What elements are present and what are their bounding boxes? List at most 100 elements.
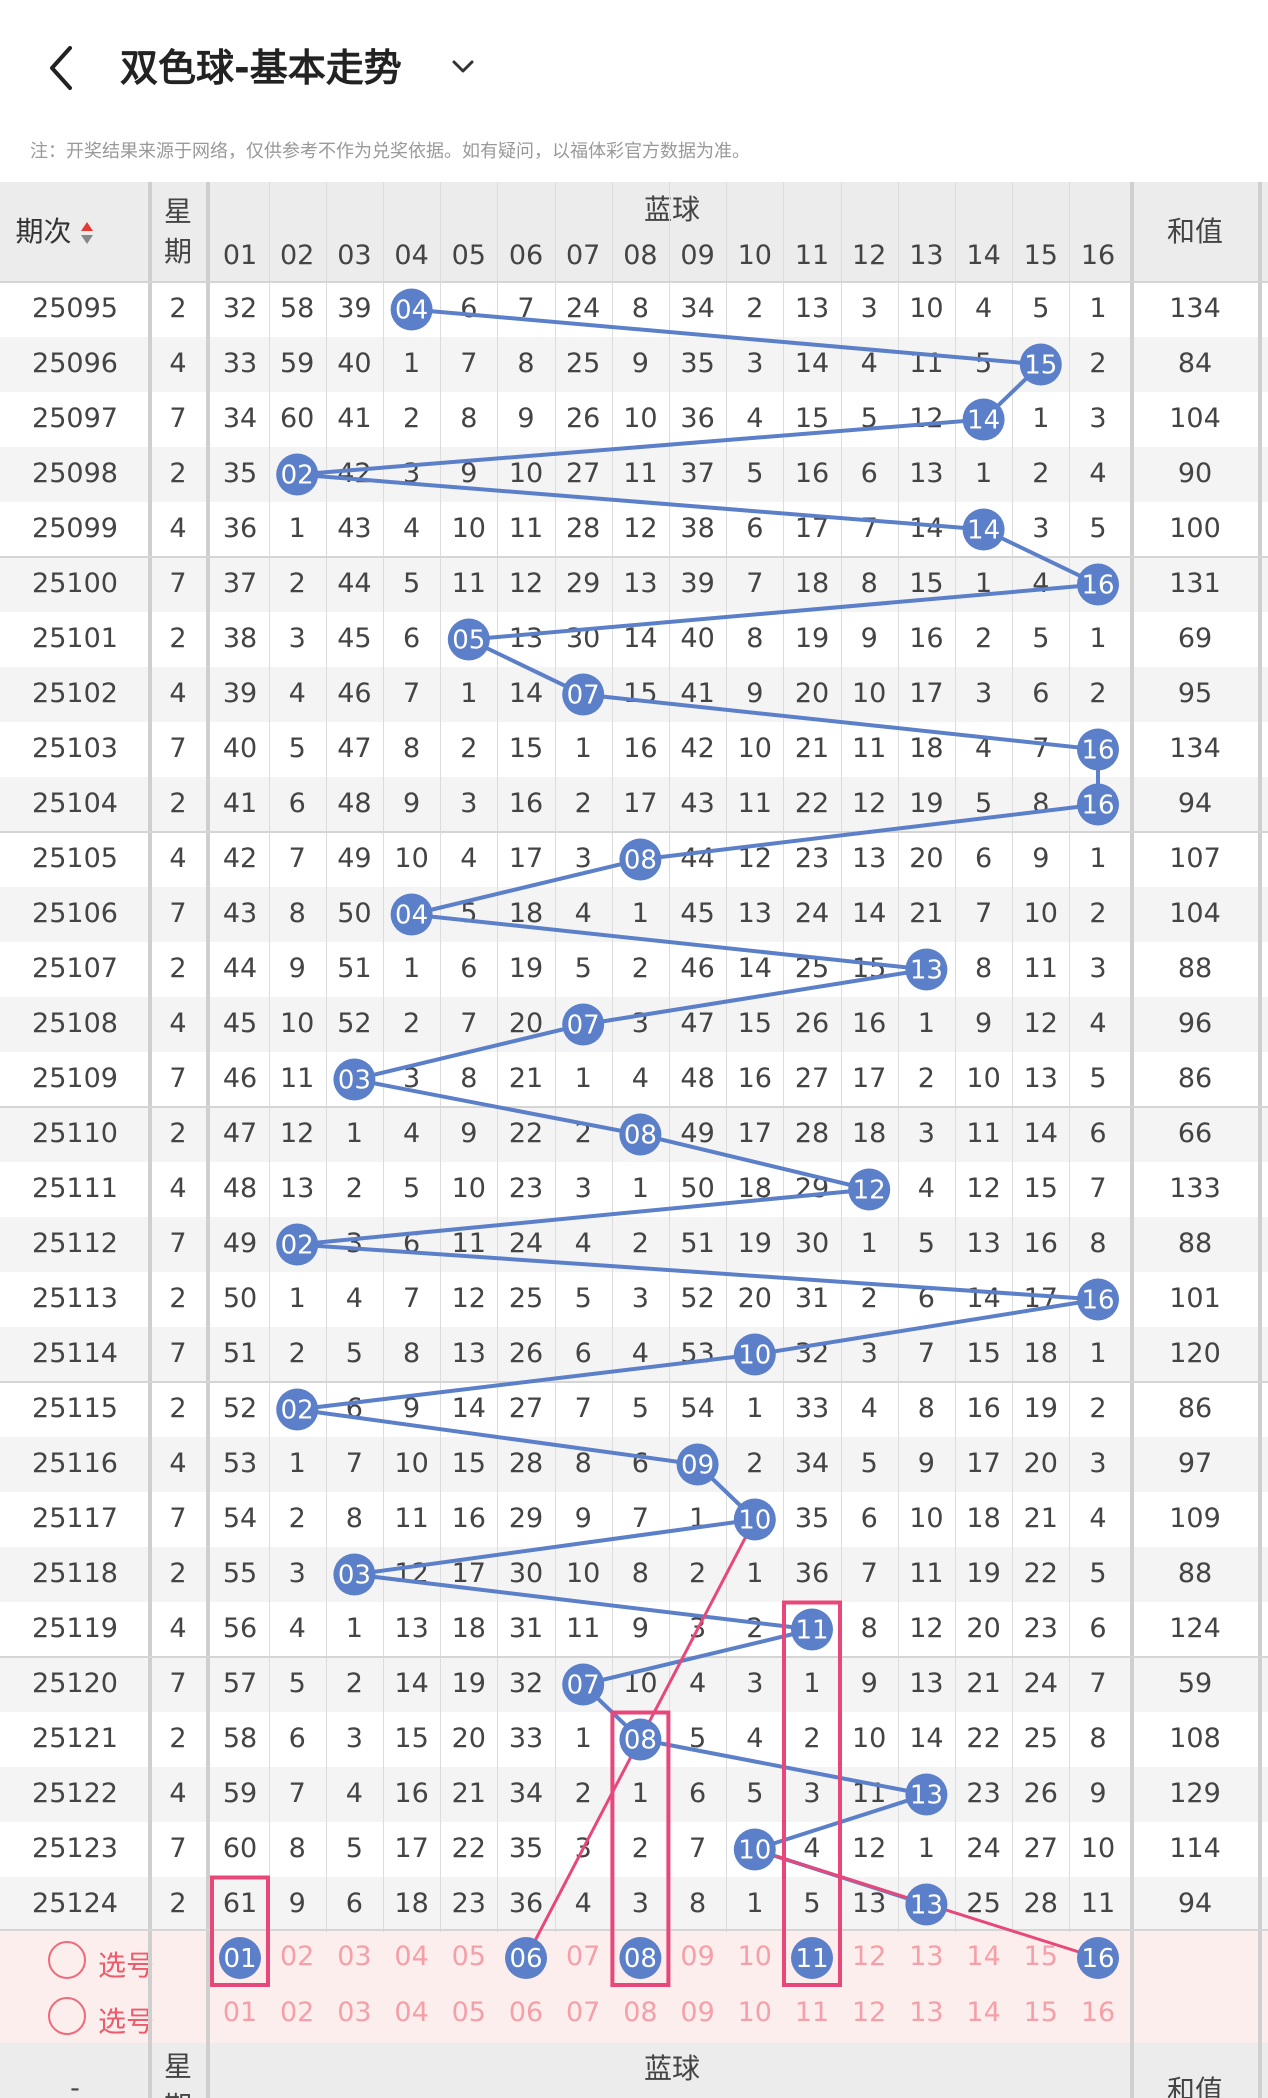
picker-number-15[interactable]: 15 <box>1023 1941 1058 1972</box>
table-row: 25102 4 39 4 46 7 1 14 15 41 9 20 10 17 3 6 2 95 <box>0 667 1268 722</box>
back-arrow-icon[interactable] <box>42 40 82 96</box>
miss-count-cell: 4 <box>345 1283 363 1314</box>
miss-count-cell: 17 <box>508 843 544 874</box>
picker-number-07[interactable]: 07 <box>566 1997 601 2028</box>
miss-count-cell: 8 <box>288 1833 306 1864</box>
miss-count-cell: 10 <box>451 513 486 544</box>
picker-number-05[interactable]: 05 <box>451 1997 486 2028</box>
miss-count-cell: 38 <box>222 623 258 654</box>
picker-number-13[interactable]: 13 <box>909 1997 944 2028</box>
blue-ball-number: 08 <box>624 846 657 876</box>
picker-number-13[interactable]: 13 <box>909 1941 944 1972</box>
miss-count-cell: 9 <box>517 403 535 434</box>
miss-count-cell: 2 <box>1032 458 1050 489</box>
miss-count-cell: 4 <box>975 293 993 324</box>
miss-count-cell: 15 <box>508 733 544 764</box>
picker-number-06[interactable]: 06 <box>508 1997 544 2028</box>
miss-count-cell: 11 <box>566 1613 601 1644</box>
blue-ball <box>1019 343 1062 386</box>
miss-count-cell: 20 <box>794 678 830 709</box>
picker-number-12[interactable]: 12 <box>852 1997 887 2028</box>
chevron-down-icon[interactable] <box>448 52 478 82</box>
miss-count-cell: 15 <box>909 568 944 599</box>
miss-count-cell: 2 <box>746 1448 764 1479</box>
miss-count-cell: 56 <box>222 1613 258 1644</box>
miss-count-cell: 5 <box>1089 1063 1107 1094</box>
miss-count-cell: 9 <box>460 1118 478 1149</box>
blue-ball-number: 03 <box>338 1066 371 1096</box>
column-divider <box>326 182 327 1932</box>
miss-count-cell: 5 <box>345 1338 363 1369</box>
miss-count-cell: 20 <box>966 1613 1001 1644</box>
miss-count-cell: 6 <box>1032 678 1050 709</box>
picker-number-08[interactable]: 08 <box>623 1997 658 2028</box>
picker-number-07[interactable]: 07 <box>566 1941 601 1972</box>
miss-count-cell: 1 <box>860 1228 878 1259</box>
miss-count-cell: 48 <box>680 1063 715 1094</box>
miss-count-cell: 49 <box>222 1228 258 1259</box>
sum-cell: 90 <box>1177 458 1213 489</box>
period-header[interactable]: 期次 <box>0 210 110 250</box>
weekday-cell: 7 <box>169 403 187 434</box>
miss-count-cell: 1 <box>460 678 478 709</box>
period-footer-dash: - <box>70 2073 80 2098</box>
picker-radio-1[interactable] <box>48 1941 86 1979</box>
table-row: 25107 2 44 9 51 1 6 19 5 2 46 14 25 15 8 11 3 88 <box>0 942 1268 997</box>
period-cell: 25111 <box>32 1173 118 1204</box>
picker-number-10[interactable]: 10 <box>737 1941 772 1972</box>
miss-count-cell: 5 <box>345 1833 363 1864</box>
miss-count-cell: 11 <box>280 1063 315 1094</box>
miss-count-cell: 12 <box>280 1118 315 1149</box>
weekday-cell: 7 <box>169 898 187 929</box>
miss-count-cell: 9 <box>403 1393 421 1424</box>
miss-count-cell: 2 <box>574 1778 592 1809</box>
miss-count-cell: 27 <box>794 1063 830 1094</box>
picker-number-04[interactable]: 04 <box>394 1997 429 2028</box>
blue-ball-number: 10 <box>738 1836 771 1866</box>
blue-ball <box>333 1553 376 1596</box>
picker-number-11[interactable]: 11 <box>794 1997 830 2028</box>
picker-number-14[interactable]: 14 <box>966 1997 1001 2028</box>
miss-count-cell: 8 <box>1089 1228 1107 1259</box>
picker-number-04[interactable]: 04 <box>394 1941 429 1972</box>
miss-count-cell: 33 <box>222 348 258 379</box>
miss-count-cell: 34 <box>680 293 715 324</box>
picker-number-09[interactable]: 09 <box>680 1941 715 1972</box>
miss-count-cell: 7 <box>1089 1173 1107 1204</box>
miss-count-cell: 7 <box>517 293 535 324</box>
sum-cell: 104 <box>1169 898 1221 929</box>
sort-icon[interactable] <box>80 218 94 248</box>
miss-count-cell: 8 <box>403 1338 421 1369</box>
miss-count-cell: 16 <box>1023 1228 1058 1259</box>
picker-number-03[interactable]: 03 <box>337 1941 372 1972</box>
picker-radio-2[interactable] <box>48 1997 86 2035</box>
miss-count-cell: 24 <box>1023 1668 1058 1699</box>
miss-count-cell: 3 <box>345 1228 363 1259</box>
trend-line <box>296 307 1106 1907</box>
picker-number-01[interactable]: 01 <box>222 1997 258 2028</box>
column-divider <box>1258 182 1262 2098</box>
column-divider <box>726 182 727 1932</box>
group-divider <box>0 556 1268 558</box>
miss-count-cell: 12 <box>1023 1008 1058 1039</box>
miss-count-cell: 40 <box>680 623 715 654</box>
column-divider <box>148 182 152 2098</box>
miss-count-cell: 2 <box>460 733 478 764</box>
miss-count-cell: 14 <box>508 678 544 709</box>
picker-number-14[interactable]: 14 <box>966 1941 1001 1972</box>
picker-number-05[interactable]: 05 <box>451 1941 486 1972</box>
picker-number-09[interactable]: 09 <box>680 1997 715 2028</box>
miss-count-cell: 7 <box>917 1338 935 1369</box>
picker-number-12[interactable]: 12 <box>852 1941 887 1972</box>
picker-number-15[interactable]: 15 <box>1023 1997 1058 2028</box>
picker-number-02[interactable]: 02 <box>280 1997 315 2028</box>
col-header-13: 13 <box>909 240 944 271</box>
weekday-cell: 2 <box>169 1558 187 1589</box>
picker-number-10[interactable]: 10 <box>737 1997 772 2028</box>
picker-number-02[interactable]: 02 <box>280 1941 315 1972</box>
picker-number-16[interactable]: 16 <box>1080 1997 1116 2028</box>
miss-count-cell: 1 <box>746 1558 764 1589</box>
sum-cell: 95 <box>1177 678 1213 709</box>
picker-number-03[interactable]: 03 <box>337 1997 372 2028</box>
table-row: 25097 7 34 60 41 2 8 9 26 10 36 4 15 5 12 1 3 104 <box>0 392 1268 447</box>
